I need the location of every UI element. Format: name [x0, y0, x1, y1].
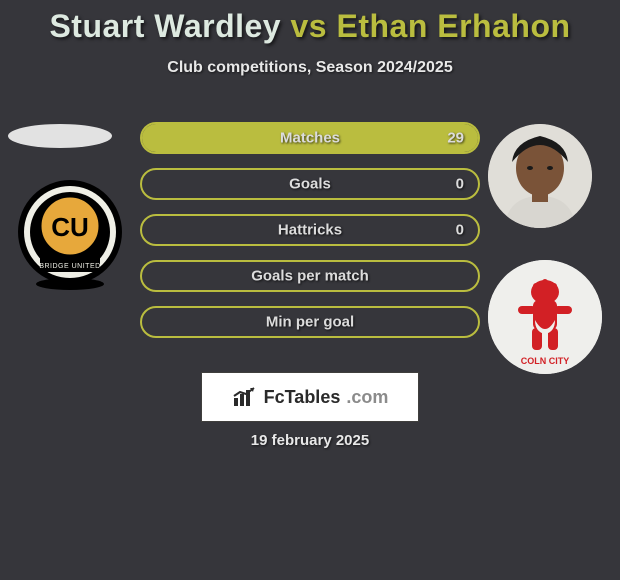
stat-label: Min per goal	[266, 314, 354, 331]
site-brand: FcTables	[264, 387, 341, 408]
chart-icon	[232, 386, 258, 408]
stat-row: Goals per match	[140, 260, 480, 292]
stat-label: Hattricks	[278, 222, 342, 239]
stat-row: Min per goal	[140, 306, 480, 338]
stat-label: Goals	[289, 176, 331, 193]
svg-text:COLN CITY: COLN CITY	[521, 356, 570, 366]
player1-club-badge: CU BRIDGE UNITED	[16, 176, 124, 292]
stat-value-right: 0	[456, 176, 464, 193]
comparison-title: Stuart Wardley vs Ethan Erhahon	[0, 0, 620, 45]
stat-label: Goals per match	[251, 268, 369, 285]
stat-row: Goals 0	[140, 168, 480, 200]
comparison-date: 19 february 2025	[0, 432, 620, 449]
player2-avatar	[488, 124, 592, 228]
site-suffix: .com	[346, 387, 388, 408]
club-badge-text: CU	[51, 212, 89, 242]
stat-row: Matches 29	[140, 122, 480, 154]
subtitle: Club competitions, Season 2024/2025	[0, 59, 620, 77]
stats-panel: Matches 29 Goals 0 Hattricks 0 Goals per match…	[140, 122, 480, 352]
player2-name: Ethan Erhahon	[336, 8, 570, 44]
site-badge: FcTables.com	[201, 372, 419, 422]
player1-avatar-placeholder	[8, 124, 112, 148]
title-vs: vs	[290, 8, 327, 44]
player1-name: Stuart Wardley	[49, 8, 281, 44]
stat-row: Hattricks 0	[140, 214, 480, 246]
stat-value-right: 0	[456, 222, 464, 239]
player2-club-badge: COLN CITY	[488, 260, 602, 374]
svg-text:BRIDGE UNITED: BRIDGE UNITED	[39, 263, 100, 270]
stat-label: Matches	[280, 130, 340, 147]
stat-value-right: 29	[447, 130, 464, 147]
